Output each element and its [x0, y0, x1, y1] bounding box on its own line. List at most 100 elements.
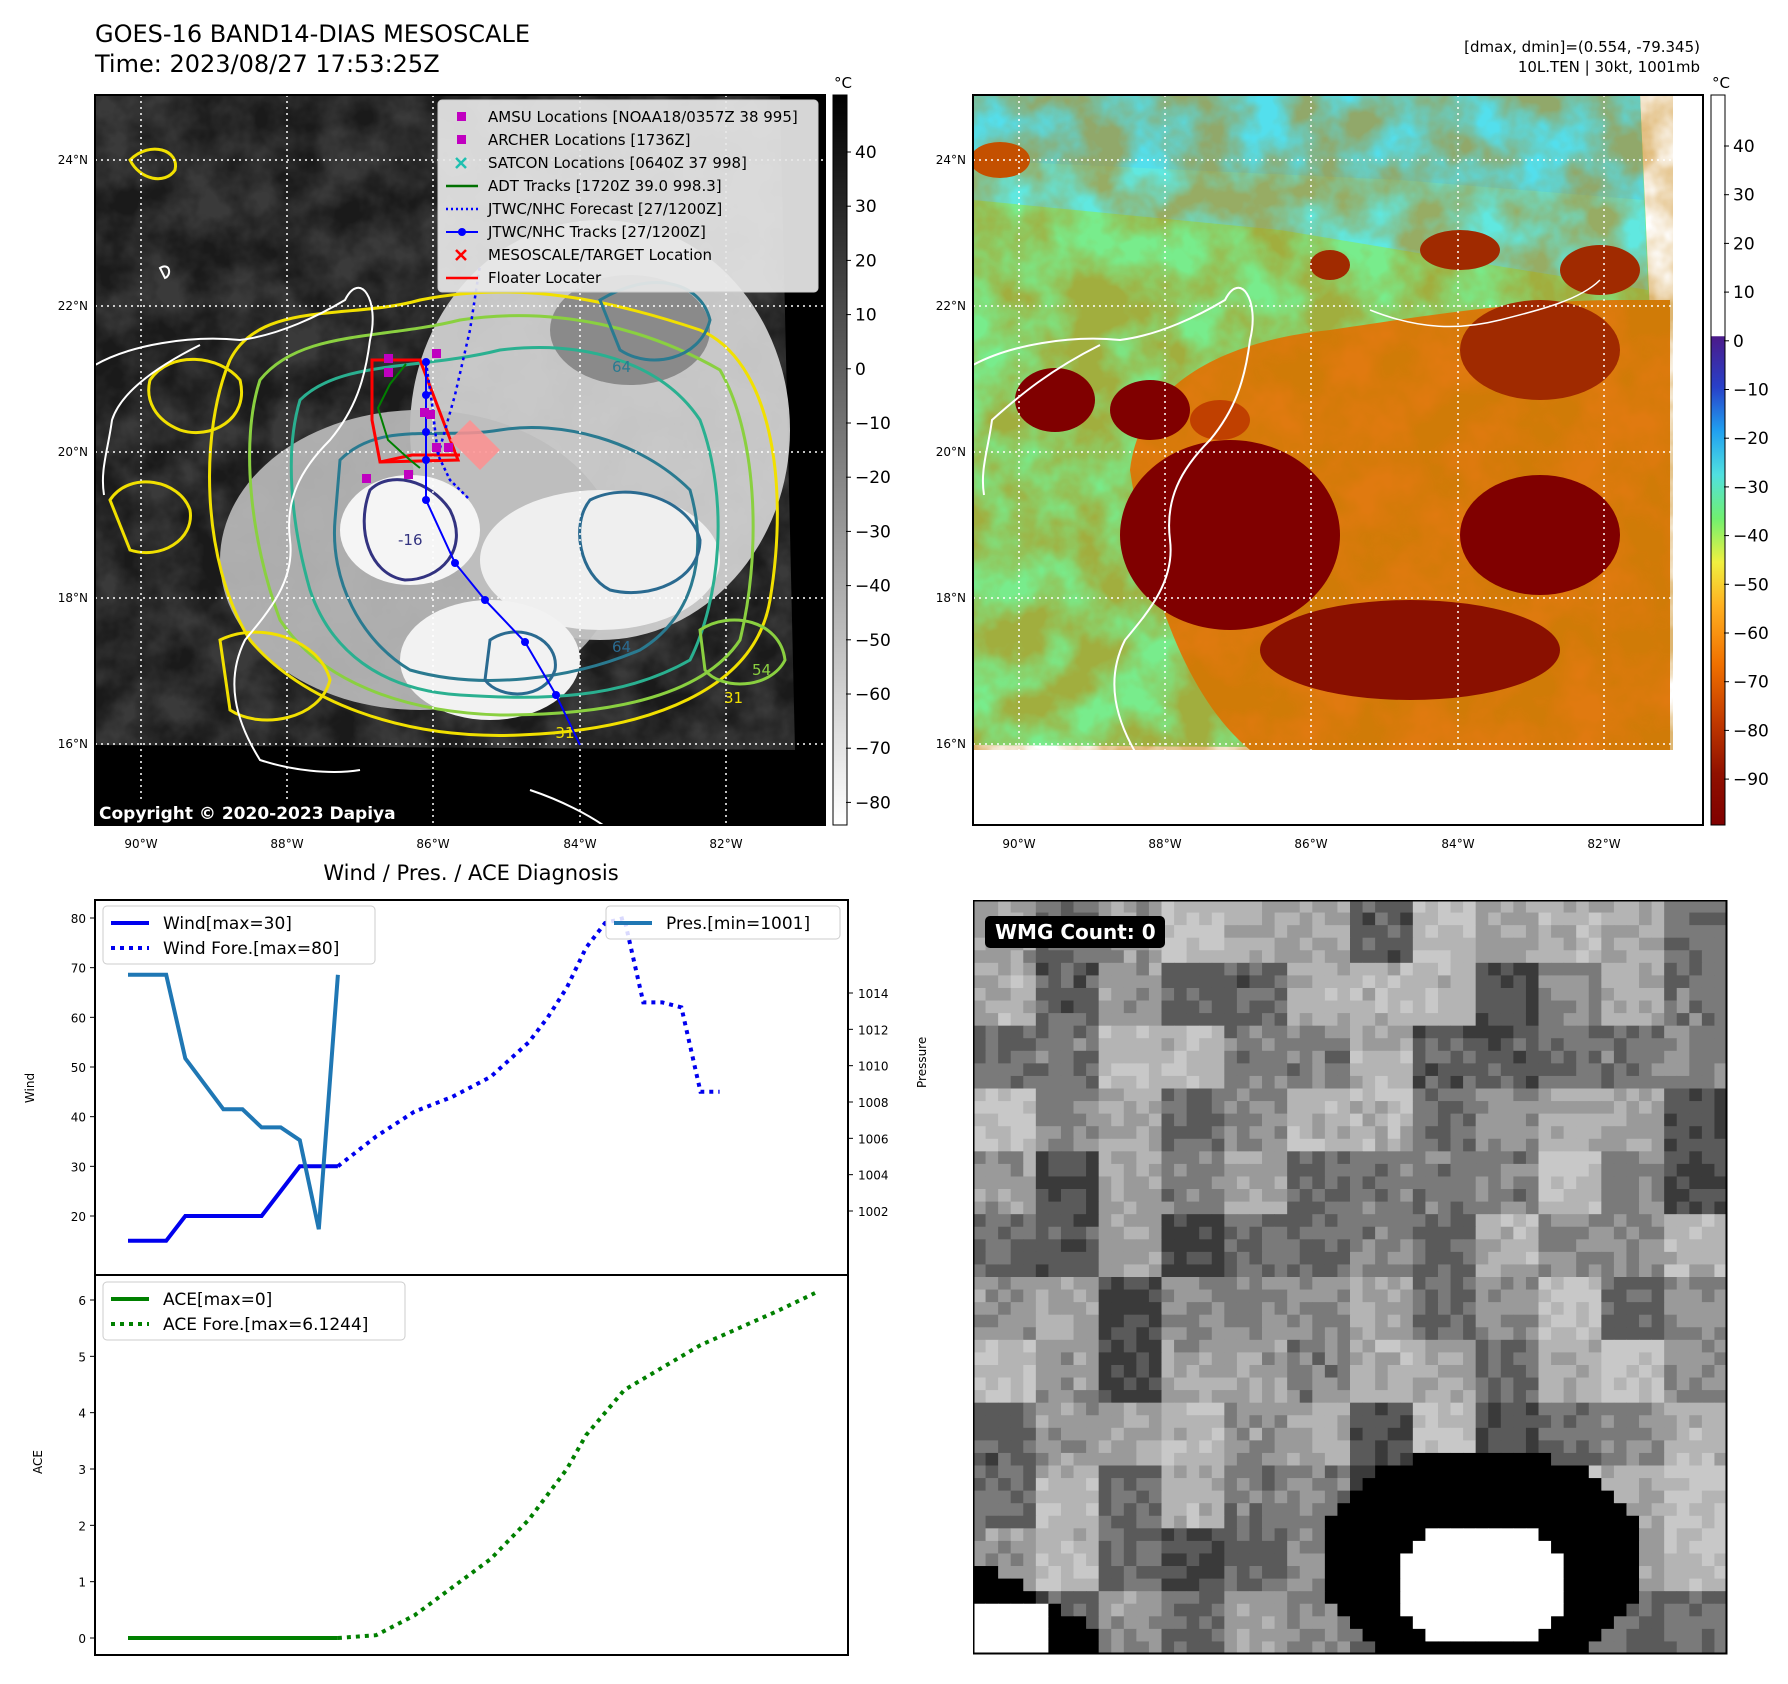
colorbar-tick-label: −30 [855, 522, 891, 542]
colorbar-tick-label: −70 [1733, 673, 1769, 693]
legend-label: AMSU Locations [NOAA18/0357Z 38 995] [488, 108, 798, 126]
ace-panel-frame [94, 1274, 849, 1656]
colorbar-tick-label: 30 [1733, 186, 1755, 206]
pressure-tick-label: 1006 [858, 1132, 889, 1146]
contour-label: 64 [612, 358, 631, 376]
lon-label: 90°W [1002, 837, 1035, 851]
legend-label: JTWC/NHC Forecast [27/1200Z] [487, 200, 722, 218]
legend-label: ARCHER Locations [1736Z] [488, 131, 691, 149]
lat-label: 16°N [58, 737, 88, 751]
legend-marker [455, 249, 467, 261]
figure-title: GOES-16 BAND14-DIAS MESOSCALE [95, 20, 531, 48]
legend-marker [455, 157, 467, 169]
colorbar-tick-label: 10 [1733, 283, 1755, 303]
legend-label: MESOSCALE/TARGET Location [488, 246, 712, 264]
colorbar-tick-label: 40 [1733, 137, 1755, 157]
left-colorbar-unit: °C [834, 74, 852, 92]
wind-axis-label: Wind [23, 1073, 37, 1103]
lat-label: 16°N [936, 737, 966, 751]
wind-tick-label: 70 [71, 962, 86, 976]
dmax-dmin-label: [dmax, dmin]=(0.554, -79.345) [1464, 38, 1700, 56]
lon-label: 82°W [1587, 837, 1620, 851]
pressure-tick-label: 1014 [858, 987, 889, 1001]
pressure-tick-label: 1010 [858, 1060, 889, 1074]
colorbar-tick-label: 20 [1733, 234, 1755, 254]
colorbar-tick-label: −70 [855, 739, 891, 759]
colorbar-tick-label: 0 [1733, 332, 1744, 352]
lon-label: 86°W [416, 837, 449, 851]
colorbar-tick-label: 20 [855, 251, 877, 271]
storm-info-label: 10L.TEN | 30kt, 1001mb [1517, 58, 1700, 76]
colorbar-tick-label: 0 [855, 360, 866, 380]
legend-label: Wind Fore.[max=80] [163, 939, 339, 959]
pressure-series-line [128, 972, 340, 1230]
ace-tick-label: 0 [78, 1632, 86, 1646]
wind-tick-label: 60 [71, 1011, 86, 1025]
colorbar-tick-label: −60 [1733, 624, 1769, 644]
chart-legend [605, 905, 841, 940]
pressure-tick-label: 1004 [858, 1169, 889, 1183]
legend-label: Pres.[min=1001] [666, 914, 810, 934]
colorbar-tick-label: 10 [855, 306, 877, 326]
lon-label: 90°W [124, 837, 157, 851]
wmg-grid-panel: WMG Count: 0 [973, 900, 1728, 1655]
contour-label: 54 [752, 661, 771, 679]
pressure-tick-label: 1008 [858, 1096, 889, 1110]
chart-legend [102, 1281, 406, 1341]
ace-tick-label: 3 [78, 1463, 86, 1477]
pressure-tick-label: 1002 [858, 1205, 889, 1219]
colorbar-tick-label: −20 [855, 468, 891, 488]
left-colorbar [832, 94, 848, 826]
wind-forecast-series-line [336, 915, 720, 1168]
pressure-axis-label: Pressure [915, 1036, 929, 1088]
contour-label: 64 [612, 638, 631, 656]
lon-label: 88°W [1148, 837, 1181, 851]
lat-label: 18°N [58, 591, 88, 605]
map-legend [437, 99, 819, 293]
chart-legend [102, 905, 376, 965]
ace-axis-label: ACE [31, 1450, 45, 1474]
legend-marker [457, 112, 466, 121]
ace-tick-label: 5 [78, 1350, 86, 1364]
lat-label: 24°N [58, 153, 88, 167]
legend-marker [458, 228, 466, 236]
colorbar-tick-label: −30 [1733, 478, 1769, 498]
contour-label: -31 [550, 724, 575, 742]
colorbar-tick-label: −40 [1733, 527, 1769, 547]
lat-label: 24°N [936, 153, 966, 167]
lon-label: 84°W [563, 837, 596, 851]
colorbar-tick-label: −80 [1733, 721, 1769, 741]
lon-label: 84°W [1441, 837, 1474, 851]
contour-label: -16 [398, 531, 423, 549]
colorbar-tick-label: −10 [1733, 381, 1769, 401]
figure-time: Time: 2023/08/27 17:53:25Z [95, 50, 440, 78]
lat-label: 22°N [58, 299, 88, 313]
wind-tick-label: 80 [71, 912, 86, 926]
colorbar-tick-label: 40 [855, 143, 877, 163]
legend-label: Floater Locater [488, 269, 602, 287]
copyright-text: Copyright © 2020-2023 Dapiya [99, 804, 396, 824]
pressure-tick-label: 1012 [858, 1023, 889, 1037]
lon-label: 82°W [709, 837, 742, 851]
colorbar-tick-label: −90 [1733, 770, 1769, 790]
wind-tick-label: 50 [71, 1061, 86, 1075]
wmg-count-label: WMG Count: 0 [995, 920, 1156, 944]
lat-label: 20°N [936, 445, 966, 459]
legend-label: ACE[max=0] [163, 1290, 272, 1310]
colorbar-tick-label: −60 [855, 685, 891, 705]
lon-label: 88°W [270, 837, 303, 851]
wind-tick-label: 30 [71, 1160, 86, 1174]
legend-label: JTWC/NHC Tracks [27/1200Z] [487, 223, 706, 241]
colorbar-tick-label: −50 [855, 631, 891, 651]
ace-tick-label: 2 [78, 1519, 86, 1533]
legend-label: ACE Fore.[max=6.1244] [163, 1315, 368, 1335]
chart-title: Wind / Pres. / ACE Diagnosis [323, 861, 618, 885]
ace-tick-label: 1 [78, 1576, 86, 1590]
ace-forecast-series-line [337, 1291, 816, 1640]
ace-tick-label: 6 [78, 1294, 86, 1308]
right-colorbar [1710, 94, 1726, 826]
legend-label: Wind[max=30] [163, 914, 292, 934]
colorbar-tick-label: −40 [855, 577, 891, 597]
wind-tick-label: 20 [71, 1210, 86, 1224]
right-colorbar-unit: °C [1712, 74, 1730, 92]
